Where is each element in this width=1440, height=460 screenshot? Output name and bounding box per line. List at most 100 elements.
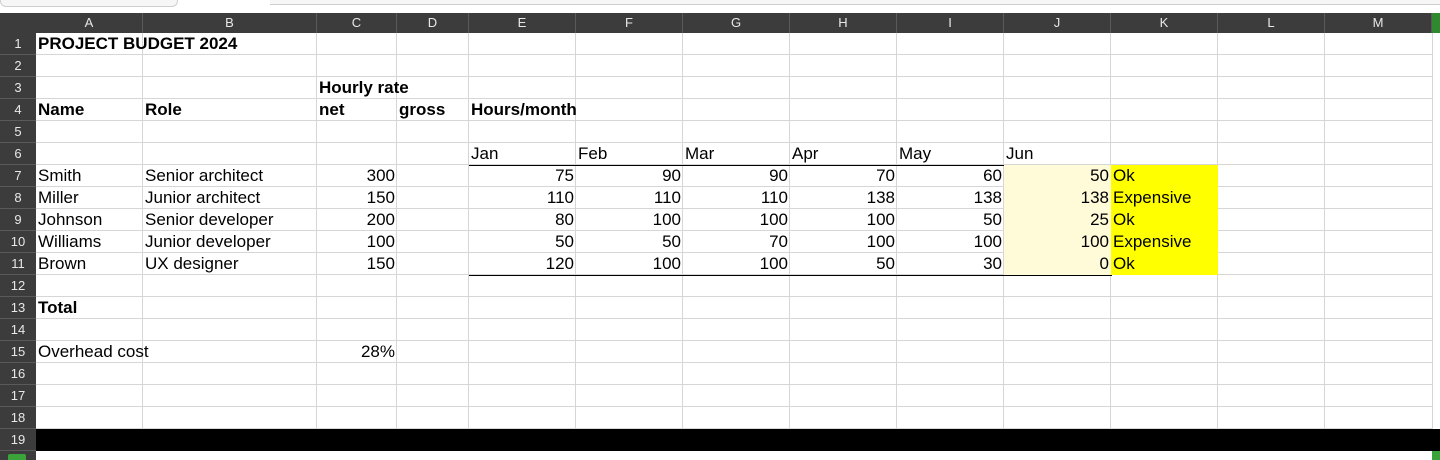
cell-b8-role[interactable]: Junior architect [145, 188, 261, 207]
cell-a4-name-header[interactable]: Name [38, 100, 85, 119]
cell-b7-role[interactable]: Senior architect [145, 166, 264, 185]
cell-e8-hours[interactable]: 110 [546, 188, 574, 207]
select-all-corner[interactable] [0, 13, 36, 33]
row-header-14[interactable]: 14 [0, 319, 36, 341]
column-header-l[interactable]: L [1218, 13, 1325, 33]
row-header-15[interactable]: 15 [0, 341, 36, 363]
cell-a1-title[interactable]: PROJECT BUDGET 2024 [38, 34, 238, 53]
row-header-13[interactable]: 13 [0, 297, 36, 319]
sheet-tab-edge[interactable] [0, 0, 178, 7]
cell-a9-name[interactable]: Johnson [38, 210, 103, 229]
cell-h6-month[interactable]: Apr [792, 144, 819, 163]
spreadsheet-grid[interactable] [36, 33, 1432, 429]
column-header-k[interactable]: K [1111, 13, 1218, 33]
cell-k8-status[interactable]: Expensive [1111, 187, 1218, 209]
row-header-10[interactable]: 10 [0, 231, 36, 253]
cell-c3-hourly-rate[interactable]: Hourly rate [319, 78, 409, 97]
cell-e7-hours[interactable]: 75 [555, 166, 574, 185]
row-header-19[interactable]: 19 [0, 429, 36, 451]
cell-f11-hours[interactable]: 100 [652, 254, 681, 273]
cell-c7-net[interactable]: 300 [366, 166, 395, 185]
cell-g6-month[interactable]: Mar [685, 144, 715, 163]
row-header-7[interactable]: 7 [0, 165, 36, 187]
column-header-d[interactable]: D [397, 13, 469, 33]
cell-e11-hours[interactable]: 120 [545, 254, 574, 273]
row-header-3[interactable]: 3 [0, 77, 36, 99]
cell-k10-status[interactable]: Expensive [1111, 231, 1218, 253]
cell-k11-status[interactable]: Ok [1111, 253, 1218, 275]
cell-f6-month[interactable]: Feb [578, 144, 608, 163]
cell-e6-month[interactable]: Jan [471, 144, 499, 163]
cell-c8-net[interactable]: 150 [366, 188, 395, 207]
column-header-g[interactable]: G [683, 13, 790, 33]
cell-g10-hours[interactable]: 70 [769, 232, 788, 251]
column-header-i[interactable]: I [897, 13, 1004, 33]
cell-f7-hours[interactable]: 90 [662, 166, 681, 185]
column-header-b[interactable]: B [143, 13, 317, 33]
cell-b10-role[interactable]: Junior developer [145, 232, 271, 251]
cell-h7-hours[interactable]: 70 [876, 166, 895, 185]
column-header-e[interactable]: E [469, 13, 576, 33]
cell-h10-hours[interactable]: 100 [866, 232, 895, 251]
cell-j11-hours[interactable]: 0 [1004, 253, 1111, 275]
cell-j8-hours[interactable]: 138 [1004, 187, 1111, 209]
cell-d4-gross-header[interactable]: gross [399, 100, 446, 119]
cell-a7-name[interactable]: Smith [38, 166, 82, 185]
row-header-17[interactable]: 17 [0, 385, 36, 407]
row-header-2[interactable]: 2 [0, 55, 36, 77]
row-header-16[interactable]: 16 [0, 363, 36, 385]
cell-h8-hours[interactable]: 138 [866, 188, 895, 207]
row-header-5[interactable]: 5 [0, 121, 36, 143]
cell-i6-month[interactable]: May [899, 144, 932, 163]
column-header-a[interactable]: A [36, 13, 143, 33]
cell-e4-hours-header[interactable]: Hours/month [471, 100, 577, 119]
cell-k9-status[interactable]: Ok [1111, 209, 1218, 231]
row-header-9[interactable]: 9 [0, 209, 36, 231]
cell-a8-name[interactable]: Miller [38, 188, 79, 207]
column-header-j[interactable]: J [1004, 13, 1111, 33]
cell-g9-hours[interactable]: 100 [759, 210, 788, 229]
cell-e10-hours[interactable]: 50 [555, 232, 574, 251]
column-header-h[interactable]: H [790, 13, 897, 33]
cell-b9-role[interactable]: Senior developer [145, 210, 274, 229]
cell-j6-month[interactable]: Jun [1006, 144, 1034, 163]
row-header-12[interactable]: 12 [0, 275, 36, 297]
cell-f10-hours[interactable]: 50 [662, 232, 681, 251]
cell-c11-net[interactable]: 150 [366, 254, 395, 273]
cell-i10-hours[interactable]: 100 [973, 232, 1002, 251]
row-header-6[interactable]: 6 [0, 143, 36, 165]
cell-i8-hours[interactable]: 138 [973, 188, 1002, 207]
cell-c15-overhead-value[interactable]: 28% [360, 342, 395, 361]
cell-a10-name[interactable]: Williams [38, 232, 102, 251]
column-header-m[interactable]: M [1325, 13, 1432, 33]
cell-i11-hours[interactable]: 30 [983, 254, 1002, 273]
row-header-11[interactable]: 11 [0, 253, 36, 275]
cell-f8-hours[interactable]: 110 [653, 188, 681, 207]
cell-j9-hours[interactable]: 25 [1004, 209, 1111, 231]
cell-i7-hours[interactable]: 60 [983, 166, 1002, 185]
cell-c9-net[interactable]: 200 [366, 210, 395, 229]
cell-b11-role[interactable]: UX designer [145, 254, 239, 273]
cell-a15-overhead-label[interactable]: Overhead cost [38, 342, 149, 361]
cell-a11-name[interactable]: Brown [38, 254, 87, 273]
cell-c10-net[interactable]: 100 [366, 232, 395, 251]
cell-j7-hours[interactable]: 50 [1004, 165, 1111, 187]
cell-c4-net-header[interactable]: net [319, 100, 345, 119]
cell-g7-hours[interactable]: 90 [769, 166, 788, 185]
cell-h9-hours[interactable]: 100 [866, 210, 895, 229]
cell-g8-hours[interactable]: 110 [760, 188, 788, 207]
cell-k7-status[interactable]: Ok [1111, 165, 1218, 187]
cell-h11-hours[interactable]: 50 [876, 254, 895, 273]
row-header-4[interactable]: 4 [0, 99, 36, 121]
cell-b4-role-header[interactable]: Role [145, 100, 182, 119]
row-header-20[interactable] [0, 451, 36, 460]
row-header-1[interactable]: 1 [0, 33, 36, 55]
cell-j10-hours[interactable]: 100 [1004, 231, 1111, 253]
cell-i9-hours[interactable]: 50 [983, 210, 1002, 229]
cell-g11-hours[interactable]: 100 [759, 254, 788, 273]
cell-f9-hours[interactable]: 100 [652, 210, 681, 229]
cell-a13-total[interactable]: Total [38, 298, 78, 317]
column-header-f[interactable]: F [576, 13, 683, 33]
column-header-c[interactable]: C [317, 13, 397, 33]
cell-e9-hours[interactable]: 80 [555, 210, 574, 229]
